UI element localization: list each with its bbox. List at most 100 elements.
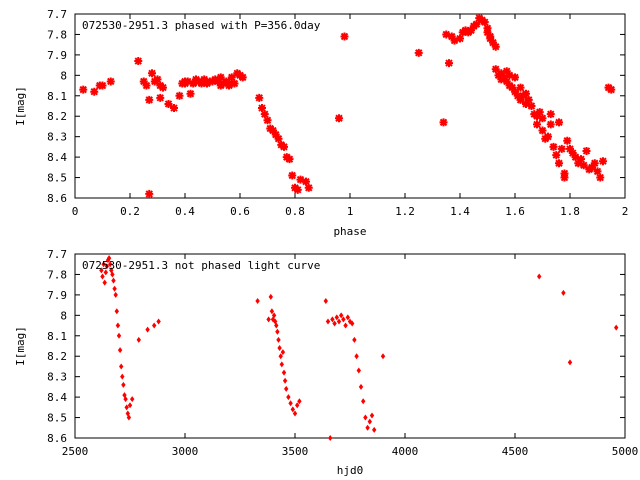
data-point [103,269,108,276]
chart-title: 072530-2951.3 phased with P=356.0day [82,19,321,32]
data-point [330,316,335,323]
data-point [555,159,563,168]
data-point [152,322,157,329]
data-point [106,77,115,86]
data-point [361,398,366,405]
data-point [285,155,294,164]
data-point [238,73,247,82]
plot-frame [74,253,626,439]
data-point [480,18,489,27]
data-point [325,318,331,325]
data-point [271,130,280,139]
data-point [334,314,339,321]
data-point [380,353,386,360]
data-point [414,48,423,57]
data-point [214,77,222,86]
data-point [263,116,272,125]
y-tick-label: 8.6 [47,192,67,205]
data-point [269,126,277,135]
data-point [561,289,566,296]
data-point [260,110,269,119]
data-point [175,91,184,100]
data-point [538,126,547,135]
data-point [343,322,348,329]
data-point [288,400,293,407]
data-point [560,173,569,182]
data-point [136,336,141,343]
data-point [156,93,165,102]
data-point [216,73,225,82]
data-point [332,320,337,327]
data-point [599,157,607,166]
y-tick-label: 8.4 [47,391,67,404]
data-point [472,20,481,29]
data-point [607,85,616,94]
data-point [200,75,209,84]
x-tick-label: 0.4 [175,205,195,218]
data-point [279,361,284,368]
y-axis-label: I[mag] [14,326,27,366]
data-point [486,34,495,43]
data-point [445,59,453,68]
y-tick-label: 7.7 [47,248,67,261]
x-axis-label: phase [333,225,366,238]
data-point [546,110,555,119]
x-tick-label: 0.2 [120,205,140,218]
y-tick-label: 8.5 [47,172,67,185]
x-axis-label: hjd0 [337,464,364,477]
data-point [442,30,451,39]
x-tick-label: 1.8 [560,205,580,218]
data-point [369,412,375,419]
data-point [549,142,558,151]
data-point [222,77,231,86]
data-point [302,177,310,186]
data-point [156,318,161,325]
data-point [110,271,115,278]
y-tick-label: 8.3 [47,371,67,384]
data-point [522,89,530,98]
data-point [296,175,305,184]
unphased-light-curve-panel: 2500 3000 3500 4000 4500 5000 7.7 7.8 7.9 8 8.1 8.2… [14,248,638,477]
y-tick-label: 7.9 [47,49,67,62]
data-point [328,435,333,441]
data-point [511,73,519,82]
data-point [117,347,123,354]
data-point [372,426,377,433]
data-point [533,112,541,121]
data-point [568,149,577,158]
y-tick-label: 8.6 [47,432,67,445]
data-point [186,89,195,98]
data-point [142,81,151,90]
x-tick-label: 0.6 [230,205,250,218]
data-point [491,65,500,74]
data-point [555,118,563,127]
data-point [582,146,591,155]
data-point [367,418,372,425]
y-tick-label: 7.8 [47,268,67,281]
data-point [111,277,116,284]
x-tick-label: 1.6 [505,205,525,218]
data-point [116,332,122,339]
data-point [115,322,121,329]
data-point [502,77,511,86]
data-point [106,255,112,262]
data-point [230,79,239,88]
data-point [104,263,110,270]
data-point [293,185,302,194]
data-point [450,36,459,45]
data-point [100,273,105,280]
data-point [145,326,150,333]
data-point [336,318,342,325]
x-tick-label: 2 [622,205,629,218]
data-point [537,273,542,280]
data-point [123,396,128,403]
data-point [275,328,280,335]
data-point [574,159,583,168]
data-point [295,402,300,409]
data-point [596,173,605,182]
data-point [456,34,464,43]
y-tick-label: 7.9 [47,289,67,302]
data-point [614,324,619,331]
